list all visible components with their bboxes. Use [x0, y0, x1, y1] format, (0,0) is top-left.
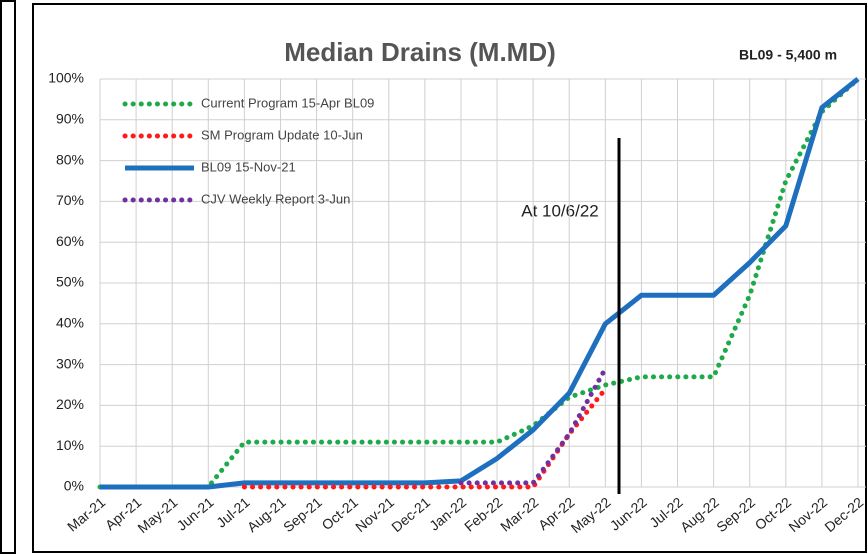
- y-tick-label: 90%: [56, 111, 84, 127]
- y-tick-label: 20%: [56, 396, 84, 412]
- y-tick-label: 40%: [56, 315, 84, 331]
- x-tick-label: Feb-22: [461, 494, 505, 535]
- legend-label: SM Program Update 10-Jun: [201, 127, 363, 142]
- y-tick-label: 100%: [48, 70, 84, 86]
- y-tick-label: 30%: [56, 355, 84, 371]
- series-line: [97, 76, 861, 490]
- x-tick-label: Sep-22: [713, 494, 758, 535]
- annotation: At 10/6/22: [521, 201, 599, 220]
- legend-label: BL09 15-Nov-21: [201, 159, 296, 174]
- x-tick-label: Mar-21: [64, 494, 108, 535]
- x-tick-label: Aug-22: [677, 494, 722, 535]
- x-tick-label: May-21: [134, 494, 180, 536]
- y-tick-label: 80%: [56, 151, 84, 167]
- series-line: [100, 77, 860, 490]
- x-tick-label: Jun-21: [174, 494, 217, 534]
- chart-title: Median Drains (M.MD): [284, 37, 556, 67]
- legend-label: Current Program 15-Apr BL09: [201, 95, 374, 110]
- x-tick-label: Sep-21: [280, 494, 325, 535]
- y-tick-label: 10%: [56, 437, 84, 453]
- chart-frame: [32, 3, 867, 553]
- x-tick-label: Nov-22: [785, 494, 830, 535]
- x-tick-label: Dec-21: [388, 494, 433, 535]
- y-tick-label: 50%: [56, 274, 84, 290]
- x-tick-label: Mar-22: [497, 494, 541, 535]
- subtitle: BL09 - 5,400 m: [739, 47, 837, 63]
- y-tick-label: 60%: [56, 233, 84, 249]
- x-tick-label: Aug-21: [244, 494, 289, 535]
- left-frame: [0, 0, 16, 554]
- y-tick-label: 70%: [56, 192, 84, 208]
- x-tick-label: Dec-22: [821, 494, 866, 535]
- x-tick-label: Jun-22: [607, 494, 650, 534]
- x-tick-label: Jan-22: [426, 494, 469, 534]
- x-tick-label: Nov-21: [352, 494, 397, 535]
- legend-label: CJV Weekly Report 3-Jun: [201, 191, 350, 206]
- series-line: [458, 366, 608, 486]
- y-tick-label: 0%: [64, 478, 84, 494]
- x-tick-label: May-22: [568, 494, 614, 536]
